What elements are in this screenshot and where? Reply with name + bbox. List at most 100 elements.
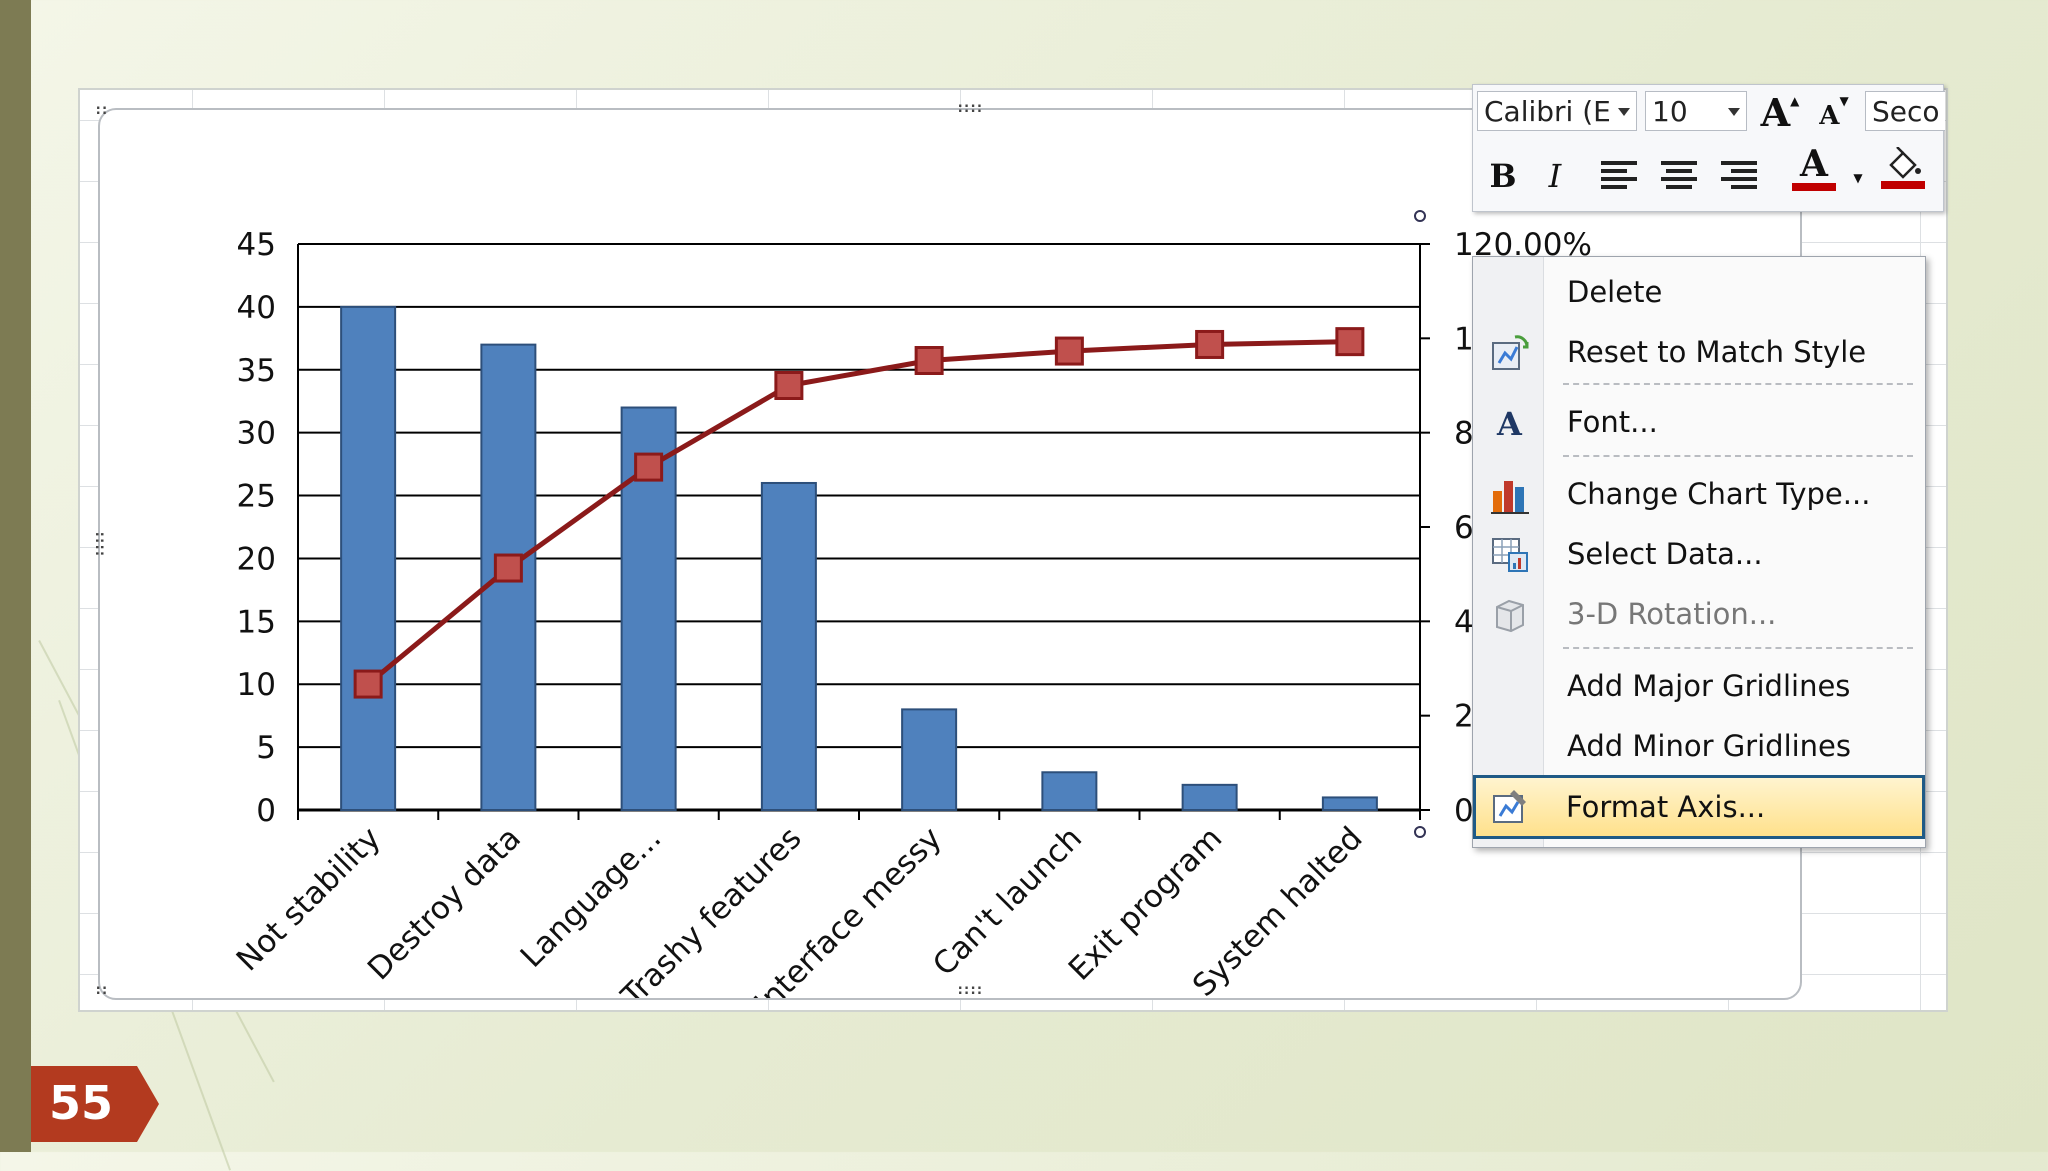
resize-handle-left[interactable]: :::: [92,530,108,556]
menu-separator [1563,383,1913,385]
chevron-down-icon [1618,108,1630,116]
grow-font-button[interactable]: A ▲ [1755,89,1805,135]
menu-item-label: Add Major Gridlines [1567,669,1851,703]
primary-axis-tick-label: 25 [237,479,276,515]
cumulative-marker [353,669,383,699]
category-label: Language... [514,820,669,975]
primary-axis-tick-label: 15 [237,604,276,640]
resize-handle-corner-tl[interactable]: :: [94,102,109,118]
cumulative-marker [634,452,664,482]
reset-style-icon [1492,335,1529,370]
cumulative-marker [493,553,523,583]
3d-rotation-icon [1496,599,1524,633]
chart-bar [1181,783,1238,811]
menu-item-label: Add Minor Gridlines [1567,729,1852,763]
menu-item-font[interactable]: A Font... [1477,397,1919,449]
cumulative-line [366,339,1350,686]
font-name-value: Calibri (E [1484,95,1611,128]
menu-item-format-axis[interactable]: Format Axis... [1473,775,1925,839]
fill-color-swatch [1881,181,1925,189]
cumulative-marker [774,371,804,400]
menu-item-change-chart-type[interactable]: Change Chart Type... [1477,469,1919,521]
font-icon: A [1496,405,1523,443]
slide-number: 55 [49,1076,114,1130]
svg-text:A: A [1496,405,1523,443]
font-color-dropdown[interactable]: ▼ [1851,155,1865,201]
chart-bar [901,708,958,812]
chart-plot[interactable]: 454035302520151050120.00%100.00%80.00%60… [100,110,1800,998]
cumulative-marker [1054,336,1084,366]
chart-bar [1321,796,1378,812]
shrink-font-button[interactable]: A ▼ [1811,89,1857,135]
font-color-swatch [1792,183,1836,191]
format-axis-icon [1493,790,1526,823]
category-label: Not stability [230,820,388,978]
italic-button[interactable]: I [1533,153,1577,199]
fill-color-button[interactable] [1873,145,1933,191]
cumulative-marker [1195,329,1225,359]
paint-bucket-icon [1889,147,1921,179]
resize-handle-corner-bl[interactable]: :: [94,982,109,998]
grow-font-icon: A [1760,89,1791,135]
menu-item-select-data[interactable]: Select Data... [1477,529,1919,581]
menu-item-label: Change Chart Type... [1567,477,1871,511]
primary-axis-tick-label: 10 [237,667,276,703]
caret-up-icon: ▲ [1790,94,1800,108]
chevron-down-icon: ▼ [1853,171,1863,185]
menu-item-add-minor-gridlines[interactable]: Add Minor Gridlines [1477,721,1919,773]
align-center-icon [1661,161,1697,189]
menu-item-delete[interactable]: Delete [1477,267,1919,319]
primary-axis-tick-label: 20 [237,541,276,577]
menu-item-label: Reset to Match Style [1567,335,1867,369]
primary-axis-tick-label: 30 [237,416,276,452]
resize-handle-bottom[interactable]: :::: [956,982,984,998]
menu-item-label: 3-D Rotation... [1567,597,1777,631]
cumulative-marker [914,346,944,376]
primary-axis-tick-label: 0 [256,793,276,829]
axis-selection-handle [1414,210,1426,222]
primary-axis-tick-label: 5 [256,730,276,766]
cumulative-marker [1335,327,1365,357]
menu-item-3d-rotation[interactable]: 3-D Rotation... [1477,589,1919,641]
bold-icon: B [1489,157,1517,195]
slide-number-badge: 55 [31,1066,159,1142]
font-size-value: 10 [1652,95,1688,128]
primary-axis-tick-label: 35 [237,353,276,389]
excel-screenshot: :::: :::: :::: :: :: 45 40 35 30 25 20 15 10 5 0 1… [78,88,1948,1012]
align-right-icon [1721,161,1757,189]
align-center-button[interactable] [1655,153,1703,199]
menu-item-label: Delete [1567,275,1663,309]
series-selector[interactable]: Seco [1865,91,1945,131]
slide-side-bar [0,0,31,1152]
font-color-icon: A [1800,143,1828,185]
primary-axis-tick-label: 40 [237,290,276,326]
chevron-down-icon [1728,108,1740,116]
slide-number-arrow [31,1066,159,1142]
shrink-font-icon: A [1819,101,1840,131]
menu-separator [1563,647,1913,649]
align-left-icon [1601,161,1637,189]
caret-down-icon: ▼ [1839,94,1849,108]
chart-type-icon [1491,481,1529,514]
font-name-dropdown[interactable]: Calibri (E [1477,91,1637,131]
font-size-dropdown[interactable]: 10 [1645,91,1747,131]
context-menu: Delete Reset to Match Style A Font... Ch… [1472,256,1926,848]
menu-item-reset-to-match-style[interactable]: Reset to Match Style [1477,327,1919,379]
align-left-button[interactable] [1595,153,1643,199]
menu-item-label: Select Data... [1567,537,1763,571]
menu-item-label: Font... [1567,405,1658,439]
align-right-button[interactable] [1715,153,1763,199]
select-data-icon [1492,538,1528,572]
series-selector-value: Seco [1872,95,1940,128]
menu-separator [1563,455,1913,457]
chart-bar [1041,771,1098,811]
bold-button[interactable]: B [1481,153,1525,199]
axis-selection-handle [1414,826,1426,838]
chart-bar [760,481,817,811]
italic-icon: I [1548,157,1562,195]
font-color-button[interactable]: A [1779,145,1849,191]
menu-item-label: Format Axis... [1566,790,1766,824]
resize-handle-top[interactable]: :::: [956,100,984,116]
menu-item-add-major-gridlines[interactable]: Add Major Gridlines [1477,661,1919,713]
primary-axis-tick-label: 45 [237,227,276,263]
